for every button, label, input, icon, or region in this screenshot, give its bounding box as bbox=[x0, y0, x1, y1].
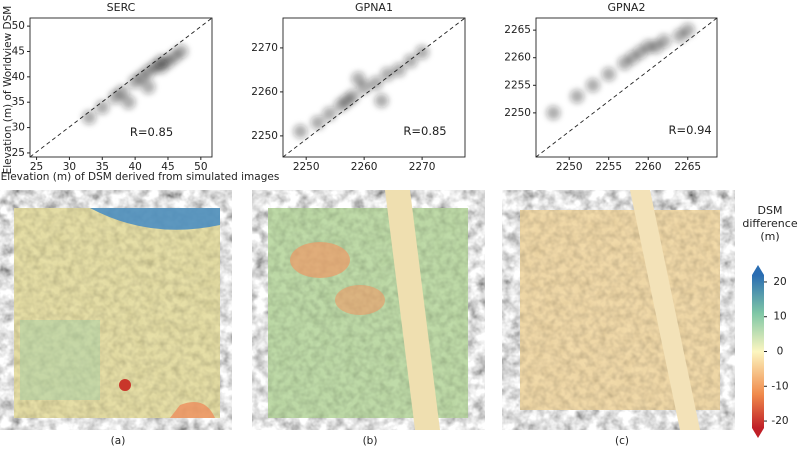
point bbox=[121, 95, 136, 110]
point bbox=[114, 85, 129, 100]
point bbox=[351, 71, 366, 86]
y-tick-label: 2255 bbox=[504, 79, 531, 91]
point bbox=[585, 78, 600, 93]
point bbox=[570, 89, 585, 104]
map-a bbox=[0, 190, 232, 430]
x-tick-label: 45 bbox=[161, 161, 174, 173]
point bbox=[415, 45, 430, 60]
map-b bbox=[252, 190, 485, 430]
x-tick-label: 2265 bbox=[674, 161, 701, 173]
point bbox=[403, 54, 418, 69]
point bbox=[141, 79, 156, 94]
y-tick-label: 2250 bbox=[251, 130, 278, 142]
point bbox=[82, 110, 97, 125]
point bbox=[310, 115, 325, 130]
axes-frame bbox=[282, 17, 466, 158]
y-tick-label: 2265 bbox=[504, 24, 531, 36]
map-c bbox=[502, 190, 735, 430]
y-tick-label: 25 bbox=[12, 147, 25, 159]
x-tick-label: 40 bbox=[128, 161, 141, 173]
point bbox=[680, 23, 695, 38]
panel-label: (a) bbox=[111, 435, 126, 447]
y-tick-label: 50 bbox=[12, 20, 25, 32]
identity-line bbox=[282, 17, 466, 158]
scatter-points bbox=[82, 44, 189, 125]
point bbox=[174, 44, 189, 59]
point bbox=[657, 34, 672, 49]
scatter-points bbox=[546, 23, 695, 120]
colorbar-tick-label: 10 bbox=[773, 311, 786, 323]
x-tick-label: 2250 bbox=[293, 161, 320, 173]
y-tick-label: 2250 bbox=[504, 107, 531, 119]
point bbox=[95, 100, 110, 115]
colorbar-tick-label: -10 bbox=[771, 380, 788, 392]
y-tick-label: 2260 bbox=[251, 86, 278, 98]
point bbox=[374, 93, 389, 108]
colorbar-extend bbox=[752, 428, 764, 438]
y-tick-label: 30 bbox=[12, 122, 25, 134]
point bbox=[380, 67, 395, 82]
annotation: R=0.85 bbox=[403, 124, 446, 138]
annotation: R=0.94 bbox=[669, 123, 712, 137]
x-tick-label: 2250 bbox=[556, 161, 583, 173]
panel-label: (b) bbox=[363, 435, 378, 447]
axes-frame bbox=[535, 17, 718, 158]
chart-title: GPNA1 bbox=[355, 1, 393, 14]
colorbar-extend bbox=[752, 265, 764, 275]
y-axis-label: Elevation (m) of Worldview DSM bbox=[2, 6, 14, 175]
point bbox=[322, 106, 337, 121]
x-tick-label: 50 bbox=[194, 161, 207, 173]
panel-label: (c) bbox=[615, 435, 629, 447]
point bbox=[345, 89, 360, 104]
x-tick-label: 35 bbox=[96, 161, 109, 173]
colorbar-title: DSM difference (m) bbox=[742, 204, 798, 243]
x-tick-label: 30 bbox=[63, 161, 76, 173]
y-tick-label: 40 bbox=[12, 71, 25, 83]
axes-frame bbox=[29, 17, 213, 158]
colorbar-tick-label: 20 bbox=[773, 276, 786, 288]
chart-title: SERC bbox=[107, 1, 136, 14]
x-axis-label: Elevation (m) of DSM derived from simula… bbox=[1, 171, 280, 183]
x-tick-label: 2260 bbox=[351, 161, 378, 173]
x-tick-label: 2260 bbox=[635, 161, 662, 173]
colorbar bbox=[752, 275, 764, 428]
x-tick-label: 25 bbox=[30, 161, 43, 173]
y-tick-label: 2270 bbox=[251, 42, 278, 54]
point bbox=[601, 67, 616, 82]
colorbar-tick-label: -20 bbox=[771, 415, 788, 427]
point bbox=[391, 62, 406, 77]
chart-title: GPNA2 bbox=[608, 1, 646, 14]
y-tick-label: 35 bbox=[12, 96, 25, 108]
y-tick-label: 2260 bbox=[504, 52, 531, 64]
scatter-points bbox=[293, 45, 430, 139]
identity-line bbox=[29, 17, 213, 158]
point bbox=[546, 105, 561, 120]
point bbox=[293, 124, 308, 139]
colorbar-tick-label: 0 bbox=[777, 346, 784, 358]
annotation: R=0.85 bbox=[130, 125, 173, 139]
point bbox=[368, 76, 383, 91]
maps bbox=[0, 190, 735, 430]
x-tick-label: 2270 bbox=[409, 161, 436, 173]
x-tick-label: 2255 bbox=[595, 161, 622, 173]
y-tick-label: 45 bbox=[12, 45, 25, 57]
identity-line bbox=[535, 17, 718, 158]
